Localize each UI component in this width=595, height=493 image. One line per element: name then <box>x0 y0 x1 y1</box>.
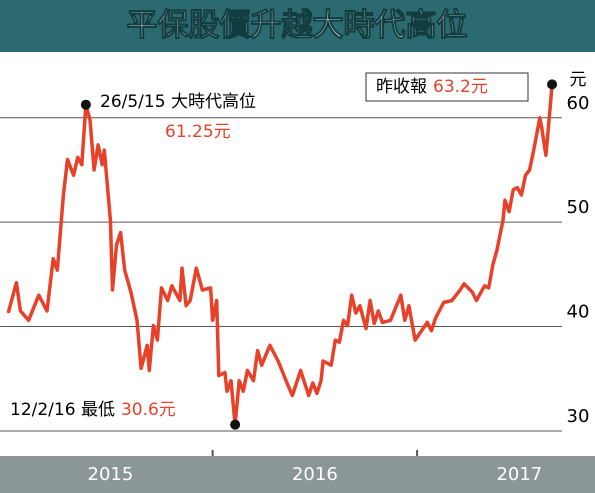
title-bar <box>0 0 595 52</box>
price-line <box>6 84 554 427</box>
x-tick-label: 2015 <box>88 464 134 485</box>
y-tick-label: 30 <box>567 406 590 427</box>
annotation-value: 63.2元 <box>433 77 488 97</box>
annotation-box <box>365 72 529 102</box>
y-tick-label: 50 <box>567 197 590 218</box>
x-tick-label: 2017 <box>496 464 542 485</box>
annotation-text: 12/2/16 最低 <box>10 400 115 420</box>
annotation-value: 61.25元 <box>165 122 231 142</box>
x-axis-band <box>0 456 595 493</box>
y-unit: 元 <box>570 70 587 90</box>
annotation: 12/2/16 最低 30.6元 <box>10 400 176 420</box>
chart-title: 平保股價升越大時代高位 <box>127 8 468 44</box>
annotation-text: 昨收報 <box>376 77 427 97</box>
annotation: 昨收報 63.2元 <box>376 77 488 97</box>
x-tick-label: 2016 <box>292 464 338 485</box>
y-tick-label: 60 <box>567 93 590 114</box>
annotation-dot <box>230 419 241 430</box>
annotation-text: 26/5/15 大時代高位 <box>100 92 256 112</box>
annotation-value: 30.6元 <box>121 400 176 420</box>
annotation-dot <box>80 99 91 110</box>
annotation-dot <box>547 79 558 90</box>
y-tick-label: 40 <box>567 302 590 323</box>
